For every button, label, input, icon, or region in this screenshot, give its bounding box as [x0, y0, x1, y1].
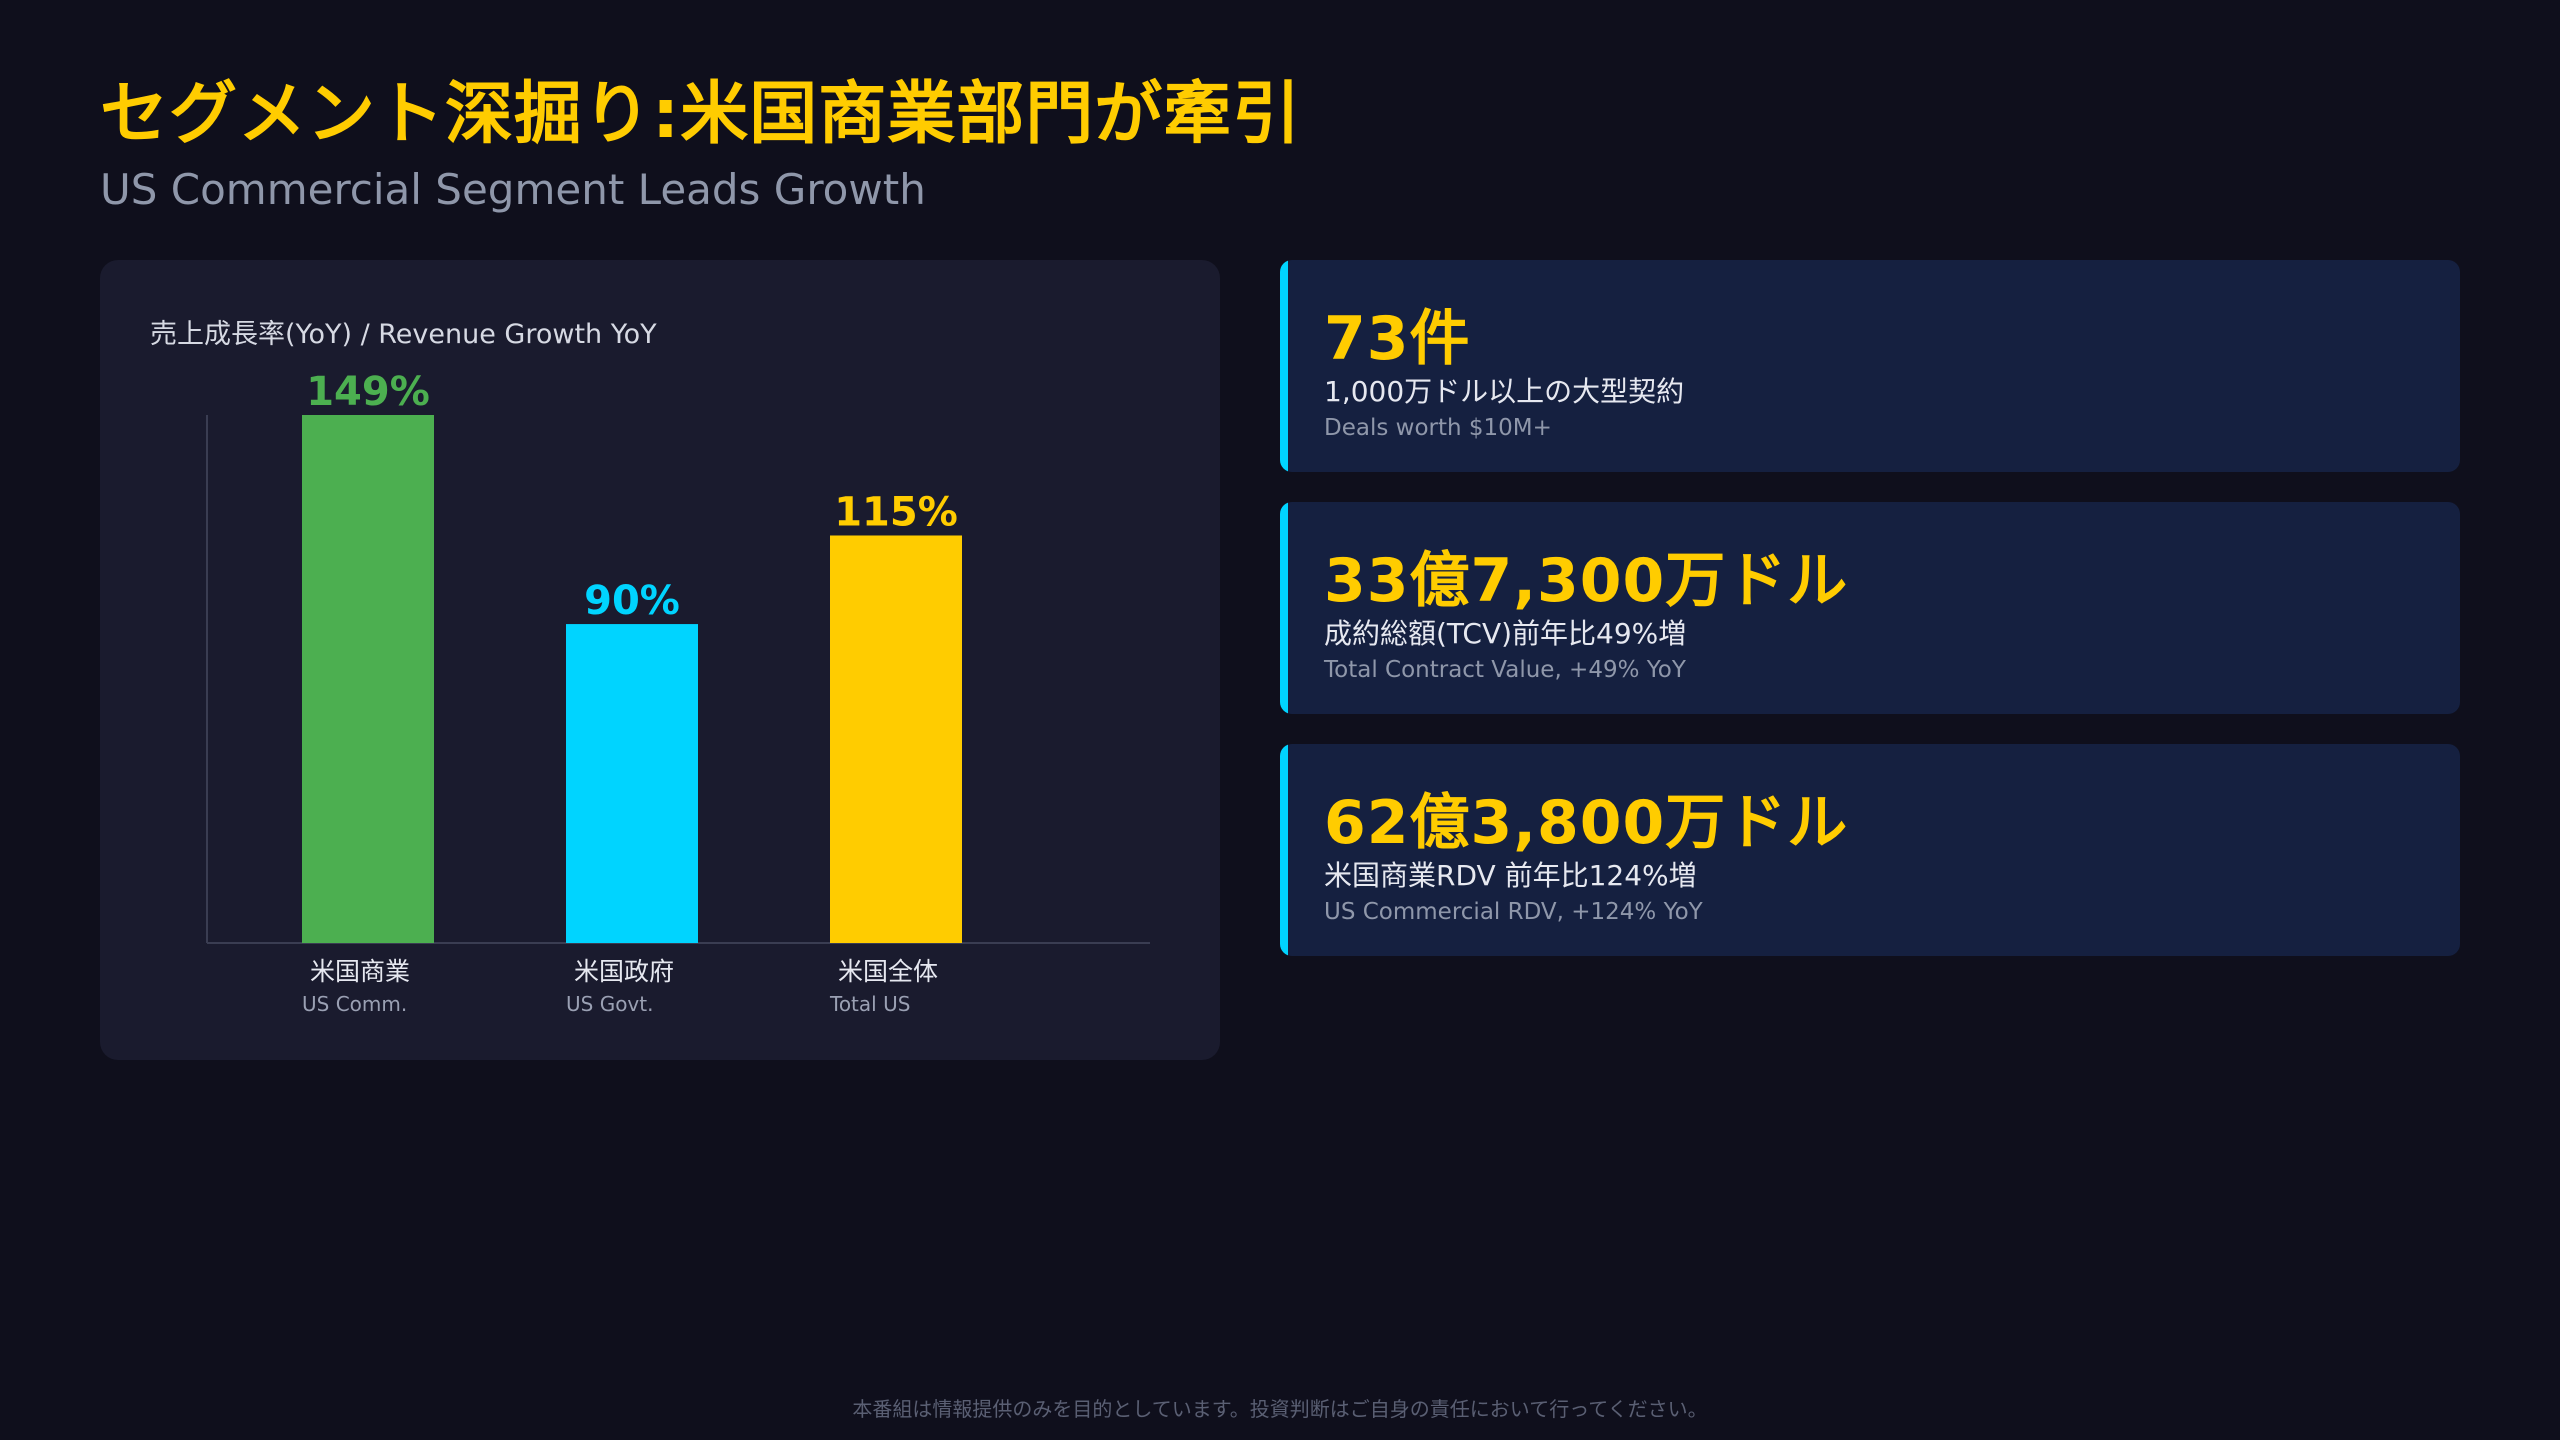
page-subtitle: US Commercial Segment Leads Growth: [100, 165, 926, 214]
stat-label-jp: 成約総額(TCV)前年比49%増: [1324, 617, 1687, 650]
data-label-3: 115%: [834, 489, 958, 535]
data-label-1: 149%: [306, 369, 430, 415]
page-title: セグメント深掘り:米国商業部門が牽引: [100, 75, 1302, 154]
bar-chart: 149% 米国商業 US Comm. 90% 米国政府 US Govt. 115% 米国全体 T…: [206, 369, 1150, 1016]
stat-accent-bar: [1280, 502, 1288, 714]
category-label-2: 米国政府: [574, 957, 674, 986]
disclaimer-footer: 本番組は情報提供のみを目的としています。投資判断はご自身の責任において行ってくだ…: [852, 1397, 1708, 1421]
chart-card: 売上成長率(YoY) / Revenue Growth YoY 149% 米国商業…: [100, 260, 1220, 1060]
stat-accent-bar: [1280, 744, 1288, 956]
stat-value: 33億7,300万ドル: [1324, 546, 1849, 616]
category-label-1: 米国商業: [310, 957, 410, 986]
category-sublabel-1: US Comm.: [302, 992, 407, 1016]
stat-value: 62億3,800万ドル: [1324, 788, 1849, 858]
stat-label-jp: 1,000万ドル以上の大型契約: [1324, 375, 1685, 408]
bar-3: [830, 535, 962, 943]
stat-label-en: Deals worth $10M+: [1324, 415, 1552, 441]
bar-1: [302, 415, 434, 943]
stat-label-jp: 米国商業RDV 前年比124%増: [1324, 859, 1697, 892]
chart-title: 売上成長率(YoY) / Revenue Growth YoY: [150, 319, 657, 350]
stat-accent-bar: [1280, 260, 1288, 472]
stat-label-en: US Commercial RDV, +124% YoY: [1324, 899, 1703, 925]
stat-value: 73件: [1324, 304, 1471, 374]
category-sublabel-3: Total US: [829, 992, 910, 1016]
stat-label-en: Total Contract Value, +49% YoY: [1324, 657, 1686, 683]
category-sublabel-2: US Govt.: [566, 992, 653, 1016]
stat-card-rdv: 62億3,800万ドル 米国商業RDV 前年比124%増 US Commerci…: [1280, 744, 2460, 956]
stat-card-tcv: 33億7,300万ドル 成約総額(TCV)前年比49%増 Total Contr…: [1280, 502, 2460, 714]
stat-card-large-deals: 73件 1,000万ドル以上の大型契約 Deals worth $10M+: [1280, 260, 2460, 472]
bar-2: [566, 624, 698, 943]
data-label-2: 90%: [584, 578, 680, 624]
category-label-3: 米国全体: [838, 957, 938, 986]
